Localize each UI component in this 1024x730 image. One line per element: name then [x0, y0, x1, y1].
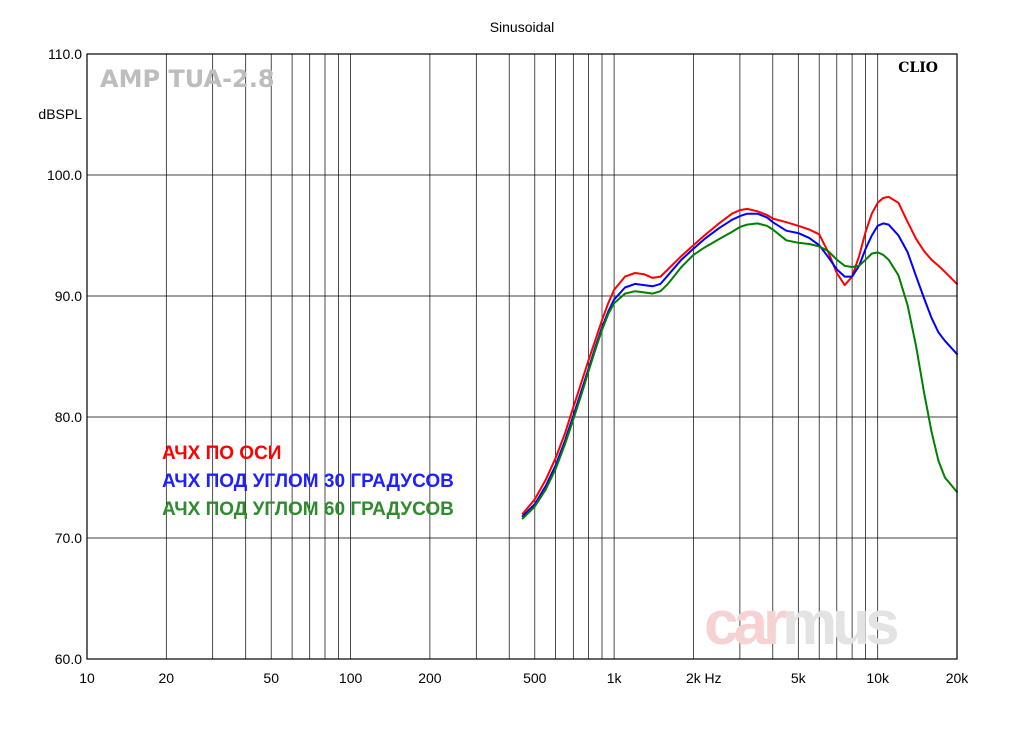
carmus-watermark: carmus	[704, 589, 897, 658]
clio-label: CLIO	[898, 60, 938, 76]
x-tick-label: 1k	[607, 670, 623, 686]
watermarks: AMP TUA-2.8 CLIO carmus	[100, 60, 938, 658]
grid	[87, 54, 957, 659]
x-tick-label: 200	[418, 670, 442, 686]
x-tick-label: 50	[263, 670, 279, 686]
y-tick-label: 80.0	[55, 409, 82, 425]
chart-title: Sinusoidal	[490, 19, 555, 35]
x-tick-label: 500	[523, 670, 547, 686]
carmus-watermark-part1: car	[704, 589, 787, 658]
legend-entry-2: АЧХ ПОД УГЛОМ 30 ГРАДУСОВ	[162, 471, 454, 492]
y-tick-label: 60.0	[55, 651, 82, 667]
legend-entry-1: АЧХ ПО ОСИ	[162, 443, 281, 464]
y-axis-label: dBSPL	[38, 106, 82, 122]
x-tick-label: 20k	[946, 670, 970, 686]
x-tick-label: 10k	[866, 670, 890, 686]
series-line-1	[521, 195, 958, 515]
legend-entry-3: АЧХ ПОД УГЛОМ 60 ГРАДУСОВ	[162, 499, 454, 520]
model-watermark: AMP TUA-2.8	[100, 65, 275, 93]
y-tick-label: 90.0	[55, 288, 82, 304]
y-tick-label: 110.0	[48, 46, 82, 62]
legend: АЧХ ПО ОСИ АЧХ ПОД УГЛОМ 30 ГРАДУСОВ АЧХ П…	[162, 443, 454, 520]
x-tick-label: 20	[159, 670, 175, 686]
plot-frame	[86, 53, 958, 660]
series-line-3	[521, 222, 958, 520]
y-tick-label: 100.0	[47, 167, 82, 183]
carmus-watermark-part2: mus	[782, 589, 897, 658]
x-tick-label: 100	[339, 670, 363, 686]
x-axis-label: Hz	[704, 670, 721, 686]
x-tick-label: 10	[79, 670, 95, 686]
x-tick-label: 5k	[791, 670, 807, 686]
series-lines	[521, 195, 958, 520]
tick-labels: 10 20 50 100 200 500 1k 2k 5k 10k 20k 60.0 70.0 80.0 9…	[47, 46, 969, 686]
x-tick-label: 2k	[686, 670, 702, 686]
y-tick-label: 70.0	[55, 530, 82, 546]
